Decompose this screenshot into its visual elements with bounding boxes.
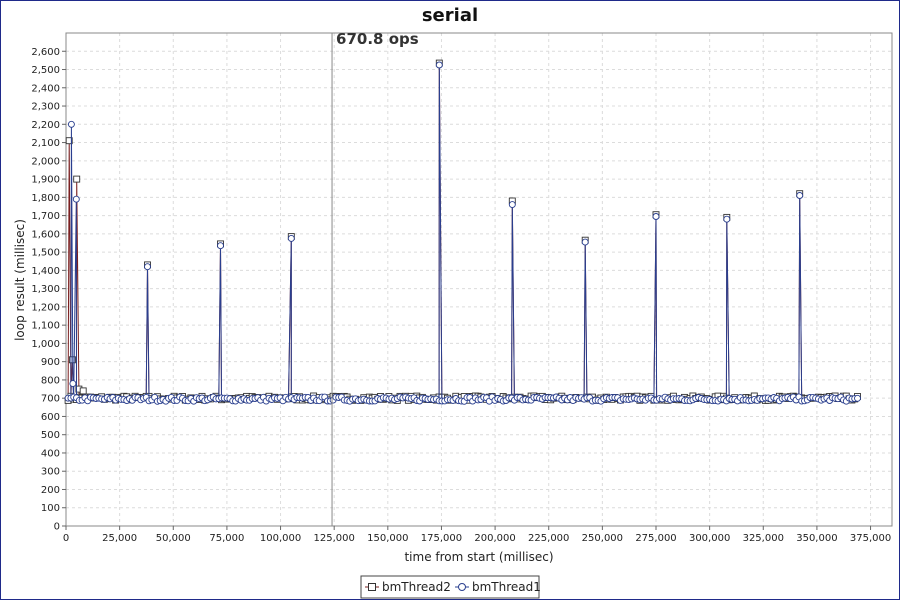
data-point-bmThread1 (217, 242, 224, 250)
series-line-bmThread1 (68, 64, 858, 403)
grid (66, 33, 892, 526)
x-tick-label: 150,000 (367, 533, 408, 544)
y-tick-label: 1,300 (31, 284, 60, 295)
y-tick-label: 1,500 (31, 248, 60, 259)
x-tick-label: 0 (63, 533, 69, 544)
y-tick-label: 600 (41, 412, 60, 423)
x-tick-label: 25,000 (102, 533, 137, 544)
annotation-label: 670.8 ops (336, 30, 419, 48)
y-tick-label: 1,400 (31, 266, 60, 277)
y-tick-label: 300 (41, 467, 60, 478)
data-point-bmThread1 (144, 263, 151, 271)
data-point-bmThread2 (65, 137, 73, 145)
x-tick-label: 125,000 (314, 533, 355, 544)
data-point-bmThread1 (435, 61, 443, 69)
y-tick-label: 1,900 (31, 175, 60, 186)
legend-label-bmThread2: bmThread2 (382, 580, 451, 594)
y-tick-label: 200 (41, 485, 60, 496)
y-tick-label: 1,800 (31, 193, 60, 204)
y-tick-label: 100 (41, 503, 60, 514)
plot-area (65, 32, 893, 527)
data-point-bmThread1 (581, 238, 589, 246)
x-tick-label: 75,000 (209, 533, 244, 544)
x-tick-label: 225,000 (528, 533, 569, 544)
y-tick-label: 1,700 (31, 211, 60, 222)
x-axis-ticks: 0 25,000 50,000 75,000 100,000 125,000 150,000… (63, 526, 891, 544)
x-tick-label: 50,000 (156, 533, 191, 544)
y-tick-label: 2,200 (31, 120, 60, 131)
series-bmThread1 (64, 61, 861, 405)
legend-marker-bmThread2 (368, 583, 376, 591)
y-tick-label: 2,400 (31, 83, 60, 94)
y-tick-label: 2,300 (31, 102, 60, 113)
data-point-bmThread1 (854, 394, 861, 402)
y-tick-label: 1,200 (31, 302, 60, 313)
data-point-bmThread1 (723, 215, 731, 223)
series-bmThread2 (64, 59, 861, 404)
x-tick-label: 100,000 (260, 533, 301, 544)
legend-marker-bmThread1 (458, 583, 466, 591)
y-axis-label: loop result (millisec) (13, 219, 27, 341)
y-tick-label: 2,000 (31, 156, 60, 167)
data-point-bmThread1 (72, 195, 80, 203)
legend-box (360, 575, 540, 599)
data-point-bmThread1 (69, 380, 77, 388)
x-axis-label: time from start (millisec) (404, 550, 553, 564)
y-tick-label: 700 (41, 394, 60, 405)
y-tick-label: 1,100 (31, 321, 60, 332)
data-point-bmThread1 (796, 192, 804, 199)
data-point-bmThread1 (652, 213, 660, 220)
data-point-bmThread1 (508, 201, 516, 209)
chart-title: serial (422, 5, 478, 26)
y-tick-label: 900 (41, 357, 60, 368)
data-point-bmThread1 (67, 120, 75, 128)
y-tick-label: 500 (41, 430, 60, 441)
series-group (64, 59, 861, 405)
data-point-bmThread1 (287, 234, 295, 242)
legend-label-bmThread1: bmThread1 (472, 580, 541, 594)
x-tick-label: 175,000 (421, 533, 462, 544)
data-point-bmThread2 (79, 387, 87, 395)
x-tick-label: 200,000 (474, 533, 515, 544)
y-axis-ticks: 0 100 200 300 400 500 600 700 800 900 1,000 1,100 1,… (31, 47, 66, 533)
y-tick-label: 400 (41, 448, 60, 459)
series-line-bmThread2 (67, 63, 858, 402)
x-tick-label: 275,000 (635, 533, 676, 544)
y-tick-label: 1,600 (31, 229, 60, 240)
x-tick-label: 300,000 (689, 533, 730, 544)
y-tick-label: 0 (54, 522, 60, 533)
x-tick-label: 250,000 (582, 533, 623, 544)
x-tick-label: 325,000 (743, 533, 784, 544)
x-tick-label: 350,000 (796, 533, 837, 544)
legend: bmThread2 bmThread1 (360, 575, 541, 599)
y-tick-label: 1,000 (31, 339, 60, 350)
y-tick-label: 800 (41, 375, 60, 386)
data-point-bmThread2 (73, 175, 81, 183)
y-tick-label: 2,100 (31, 138, 60, 149)
y-tick-label: 2,600 (31, 47, 60, 58)
x-tick-label: 375,000 (850, 533, 891, 544)
y-tick-label: 2,500 (31, 65, 60, 76)
